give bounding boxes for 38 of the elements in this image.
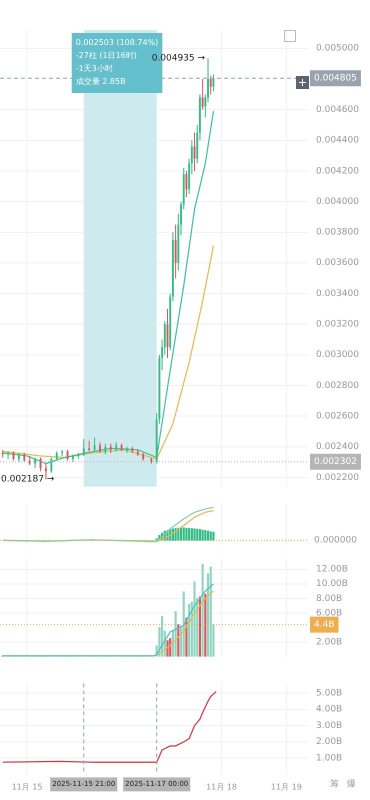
y-tick-label: 0.005000 (316, 44, 360, 54)
y-tick-label: 4.00B (316, 704, 342, 715)
ref-line-label: 4.4B (314, 620, 334, 630)
x-tick-label: 11月 18 (206, 782, 237, 792)
y-tick-label: 3.00B (316, 720, 342, 731)
y-tick-label: 2.00B (316, 637, 342, 648)
y-tick-label: 0.002600 (316, 411, 360, 422)
annotation: -1天3小时 (76, 64, 113, 74)
y-tick-label: 6.00B (316, 608, 342, 618)
annotation: 0.002187 → (1, 474, 55, 485)
text: 筹 (330, 778, 339, 790)
y-tick-label: 5.00B (316, 688, 342, 698)
y-tick-label: 0.003200 (316, 320, 360, 330)
y-tick-label: 0.003800 (316, 228, 360, 238)
y-tick-label: 0.003000 (316, 350, 360, 360)
text: 爆 (347, 778, 356, 790)
y-tick-label: 2.00B (316, 737, 342, 748)
y-tick-label: 0.002200 (316, 472, 360, 483)
annotation: -27柱 (1日16时) (76, 51, 137, 60)
y-tick-label: 0.004000 (316, 196, 360, 207)
y-tick-label: 0.002400 (316, 442, 360, 452)
y-tick-label: 0.003600 (316, 258, 360, 268)
ref-line-label: 0.004805 (314, 74, 357, 84)
x-tick-label: 11月 19 (270, 782, 302, 792)
y-tick-label: 8.00B (316, 594, 342, 604)
y-tick-label: 0.004400 (316, 136, 360, 146)
y-tick-label: 0.004600 (316, 105, 360, 116)
y-tick-label: 0.002800 (316, 380, 360, 391)
y-tick-label: 0.004200 (316, 166, 360, 176)
annotation: 0.002503 (108.74%) (76, 38, 158, 48)
x-tick-label: 11月 15 (12, 782, 42, 792)
y-tick-label: 12.00B (316, 564, 348, 575)
annotation: 成交量 2.85B (76, 77, 126, 86)
y-tick-label: 0.003400 (316, 288, 360, 299)
y-tick-label: 1.00B (316, 753, 342, 764)
y-tick-label: 10.00B (316, 579, 348, 590)
ref-line-label: 0.002302 (314, 457, 357, 468)
ref-line-label: 0.000000 (314, 536, 358, 546)
